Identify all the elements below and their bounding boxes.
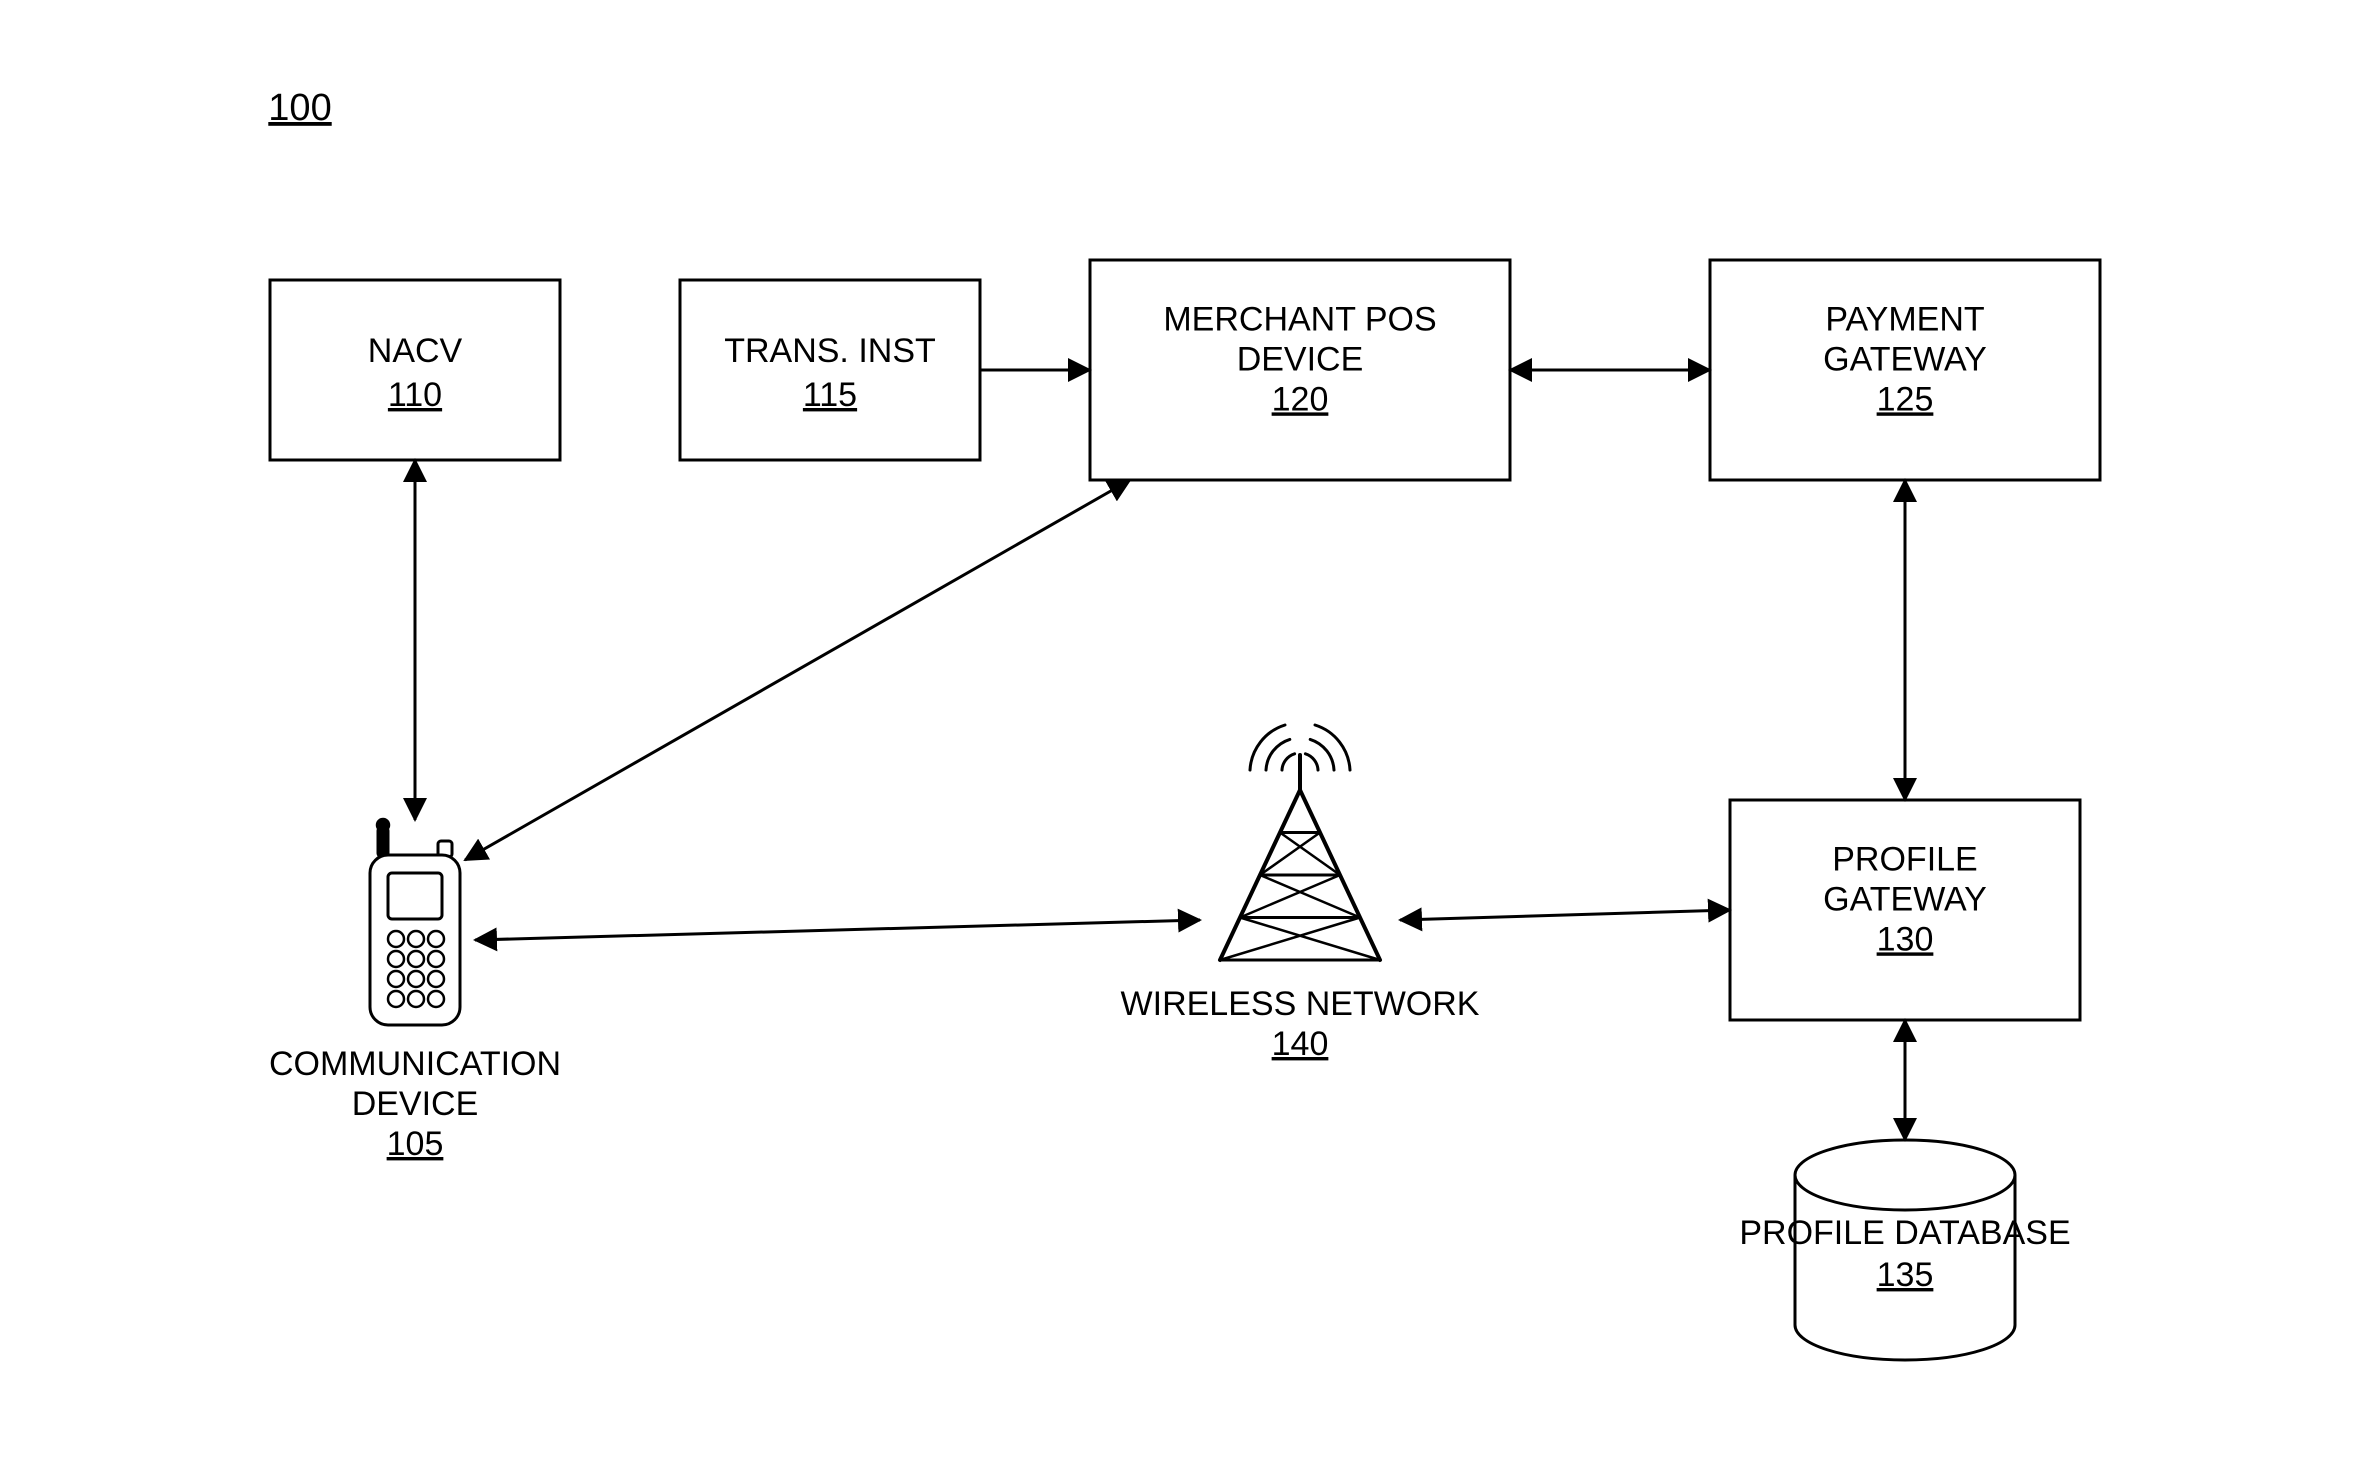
db-ref: 135 (1877, 1256, 1934, 1294)
node-wireless-network: WIRELESS NETWORK 140 (1121, 725, 1480, 1063)
payment-label1: PAYMENT (1825, 300, 1984, 338)
pos-ref: 120 (1272, 380, 1329, 418)
trans-label: TRANS. INST (724, 332, 936, 370)
db-label: PROFILE DATABASE (1739, 1214, 2070, 1252)
comm-ref: 105 (387, 1125, 444, 1163)
node-pos: MERCHANT POS DEVICE 120 (1090, 260, 1510, 480)
node-trans: TRANS. INST 115 (680, 280, 980, 460)
figure-ref: 100 (268, 87, 331, 129)
payment-ref: 125 (1877, 380, 1934, 418)
nacv-ref: 110 (388, 376, 442, 414)
node-payment: PAYMENT GATEWAY 125 (1710, 260, 2100, 480)
trans-ref: 115 (803, 376, 857, 414)
payment-label2: GATEWAY (1823, 340, 1987, 378)
node-comm-device: COMMUNICATION DEVICE 105 (269, 819, 561, 1163)
profile-label1: PROFILE (1832, 840, 1977, 878)
profile-label2: GATEWAY (1823, 880, 1987, 918)
nacv-label: NACV (368, 332, 463, 370)
profile-ref: 130 (1877, 920, 1934, 958)
node-profile: PROFILE GATEWAY 130 (1730, 800, 2080, 1020)
comm-label2: DEVICE (352, 1085, 479, 1123)
edges (415, 370, 1905, 1140)
tower-icon (1220, 725, 1380, 960)
comm-label1: COMMUNICATION (269, 1045, 561, 1083)
pos-label2: DEVICE (1237, 340, 1364, 378)
wireless-ref: 140 (1272, 1025, 1329, 1063)
pos-label1: MERCHANT POS (1163, 300, 1436, 338)
node-nacv: NACV 110 (270, 280, 560, 460)
node-profile-database: PROFILE DATABASE 135 (1739, 1140, 2070, 1360)
wireless-label: WIRELESS NETWORK (1121, 985, 1480, 1023)
phone-icon (370, 819, 460, 1025)
